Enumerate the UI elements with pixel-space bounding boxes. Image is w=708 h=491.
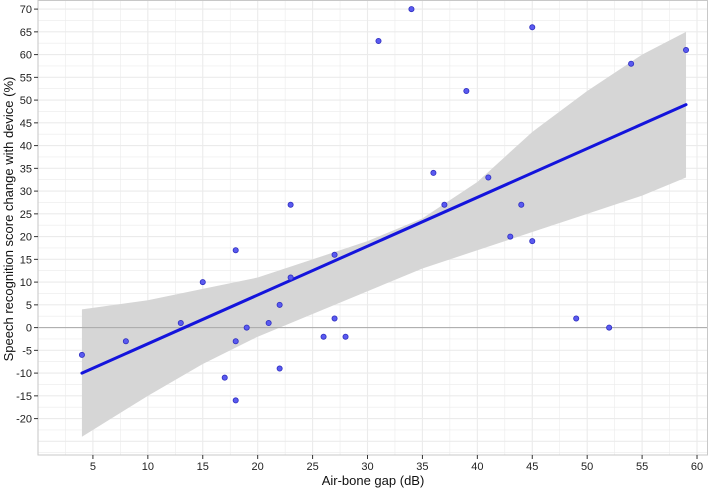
y-tick-label: 45 (20, 118, 32, 130)
x-tick-label: 55 (636, 461, 648, 473)
data-point (485, 174, 492, 181)
data-point (199, 279, 206, 286)
y-tick-label: 65 (20, 27, 32, 39)
grid-lines (37, 0, 708, 455)
data-point (375, 37, 382, 44)
y-axis-title: Speech recognition score change with dev… (1, 77, 16, 362)
data-point (441, 201, 448, 208)
x-tick-label: 25 (306, 461, 318, 473)
y-tick-label: 60 (20, 50, 32, 62)
y-tick-label: 70 (20, 4, 32, 16)
data-point (221, 374, 228, 381)
data-point (408, 6, 415, 13)
data-point (342, 333, 349, 340)
x-tick-label: 60 (691, 461, 703, 473)
data-point (276, 301, 283, 308)
y-tick-label: 0 (26, 323, 32, 335)
x-tick-label: 45 (526, 461, 538, 473)
y-axis-ticks: -20 -15 -10 -5 0 5 10 15 20 25 30 35 40 45 50 55 60 65 70 (16, 4, 38, 426)
data-point (628, 60, 635, 67)
confidence-band-group (81, 31, 687, 437)
x-axis-title: Air-bone gap (dB) (322, 473, 425, 488)
y-tick-label: 5 (26, 300, 32, 312)
data-point (463, 88, 470, 95)
data-point (683, 47, 690, 54)
data-point (232, 247, 239, 254)
y-tick-label: -5 (22, 345, 32, 357)
confidence-band (81, 31, 687, 437)
x-tick-label: 40 (471, 461, 483, 473)
data-points (78, 6, 690, 404)
data-point (232, 397, 239, 404)
x-tick-label: 10 (142, 461, 154, 473)
data-point (518, 201, 525, 208)
y-tick-label: 20 (20, 232, 32, 244)
data-point (529, 238, 536, 245)
y-tick-label: 15 (20, 254, 32, 266)
y-tick-label: -15 (16, 391, 32, 403)
x-tick-label: 30 (361, 461, 373, 473)
regression-line (80, 103, 688, 375)
y-tick-label: 35 (20, 163, 32, 175)
data-point (276, 365, 283, 372)
y-tick-label: 25 (20, 209, 32, 221)
y-tick-label: 30 (20, 186, 32, 198)
data-point (331, 251, 338, 258)
data-point (320, 333, 327, 340)
fit-line-group (80, 103, 688, 375)
data-point (243, 324, 250, 331)
y-tick-label: 50 (20, 95, 32, 107)
y-tick-label: 40 (20, 141, 32, 153)
x-tick-label: 35 (416, 461, 428, 473)
y-tick-label: 55 (20, 72, 32, 84)
y-tick-label: -20 (16, 414, 32, 426)
data-point (606, 324, 613, 331)
x-tick-label: 20 (252, 461, 264, 473)
data-point (265, 320, 272, 327)
data-point (430, 169, 437, 176)
data-point (122, 338, 129, 345)
data-point (177, 320, 184, 327)
y-tick-label: 10 (20, 277, 32, 289)
data-point (529, 24, 536, 31)
data-point (331, 315, 338, 322)
data-point (78, 351, 85, 358)
data-point (287, 201, 294, 208)
data-point (507, 233, 514, 240)
x-tick-label: 50 (581, 461, 593, 473)
data-point (573, 315, 580, 322)
x-tick-label: 15 (197, 461, 209, 473)
y-tick-label: -10 (16, 368, 32, 380)
data-point (232, 338, 239, 345)
x-tick-label: 5 (90, 461, 96, 473)
data-point (287, 274, 294, 281)
x-axis-ticks: 5 10 15 20 25 30 35 40 45 50 55 60 (90, 455, 703, 473)
